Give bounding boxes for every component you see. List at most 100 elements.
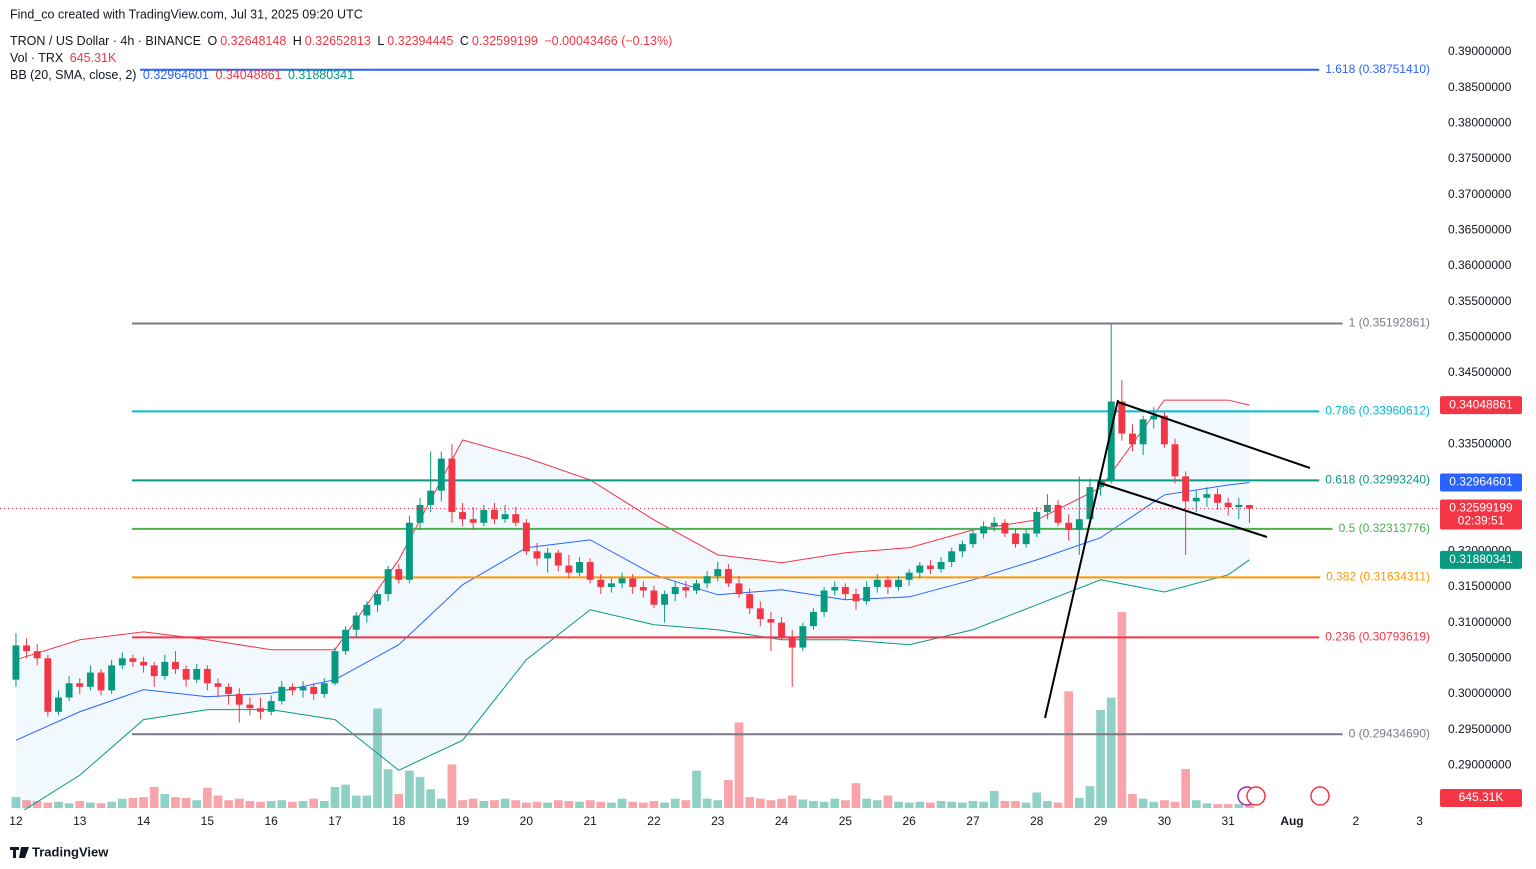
volume-bar [1106,697,1116,808]
volume-bar [192,800,202,808]
volume-bar [851,783,861,808]
candle-body [427,490,435,505]
candle-body [607,583,615,587]
y-tick-label: 0.30500000 [1448,650,1512,664]
fib-label: 0.5 (0.32313776) [1339,521,1430,535]
volume-bar [989,790,999,808]
candle-body [225,686,233,694]
price-tag-label: 645.31K [1459,790,1504,804]
candle-body [1012,533,1019,545]
ohlc-label: H [292,34,302,48]
x-tick-label: 19 [456,814,470,828]
volume-bar [32,801,42,808]
volume-bar [681,800,691,808]
candle-body [1075,519,1083,530]
y-tick-label: 0.36000000 [1448,258,1512,272]
volume-bar [649,801,659,808]
volume-bar [224,800,233,808]
candle-body [1192,497,1200,502]
candle-body [480,509,488,523]
volume-bar [1074,797,1084,808]
bb-fill [15,400,1250,810]
event-icon[interactable] [1246,786,1266,806]
x-tick-label: 20 [520,814,534,828]
volume-bar [862,798,871,808]
x-tick-label: 15 [201,814,215,828]
volume-bar [202,787,212,808]
fib-label: 0.618 (0.32993240) [1325,473,1430,487]
volume-bar [628,801,638,808]
candle-body [703,576,711,584]
fib-label: 0.236 (0.30793619) [1325,630,1430,644]
volume-bar [1202,803,1212,808]
candle-body [33,651,41,659]
x-tick-label: 24 [775,814,789,828]
event-icon[interactable] [1310,786,1330,806]
candle-body [565,565,573,573]
volume-bar [702,798,712,808]
candle-body [916,565,924,573]
x-tick-label: 13 [73,814,87,828]
volume-bar [553,800,563,808]
volume-bar [362,795,372,808]
candle-body [161,661,169,677]
bb-upper-value: 0.34048861 [215,68,282,82]
volume-bar [1160,800,1169,808]
candle-body [214,683,222,687]
volume-bar [107,801,117,808]
volume-bar [564,801,574,808]
candle-body [895,579,902,587]
price-tag-label: 0.34048861 [1449,397,1513,411]
candle-body [405,522,413,580]
candle-body [86,672,94,687]
volume-bar [500,798,510,808]
candle-body [1033,512,1041,534]
trend-line [1117,401,1311,469]
y-tick-label: 0.33500000 [1448,436,1512,450]
y-tick-label: 0.38000000 [1448,115,1512,129]
y-tick-label: 0.37000000 [1448,187,1512,201]
candle-body [714,569,722,577]
fib-label: 0.786 (0.33960612) [1325,404,1430,418]
volume-bar [1223,804,1233,808]
candle-body [1022,533,1030,545]
trend-lines [1044,399,1311,719]
volume-bar [426,789,436,808]
candle-body [1139,419,1147,445]
candle-layer [0,323,1440,723]
price-tag [1440,473,1522,492]
volume-bar [1096,710,1105,808]
x-tick-label: 27 [966,814,980,828]
volume-bar [256,801,265,808]
candle-body [522,522,530,552]
candle-body [576,561,583,573]
volume-bar [585,800,595,808]
candle-body [193,668,201,680]
volume-bar [713,800,723,808]
candle-body [1171,444,1179,477]
volume-bar [777,798,786,808]
candle-body [352,615,360,630]
volume-bar [436,798,446,808]
volume-bar [86,802,95,808]
candle-body [150,665,158,677]
candle-body [501,514,509,520]
candle-body [1150,415,1158,420]
candle-body [235,693,243,705]
volume-bar [1170,801,1180,808]
volume-bar [1000,801,1010,808]
candle-body [905,572,913,580]
volume-bar [936,801,946,808]
bb-lower-value: 0.31880341 [287,68,355,82]
candle-body [1182,476,1190,502]
candle-body [395,569,403,580]
candle-body [65,683,73,698]
ohlc-label: L [377,34,385,48]
volume-bar [617,798,627,808]
legend-main: TRON / US Dollar · 4h · BINANCE O 0.32648… [10,34,675,48]
ohlc-label: O [207,34,218,48]
y-tick-label: 0.30000000 [1448,686,1512,700]
volume-bar [660,802,669,808]
candle-body [108,665,116,691]
